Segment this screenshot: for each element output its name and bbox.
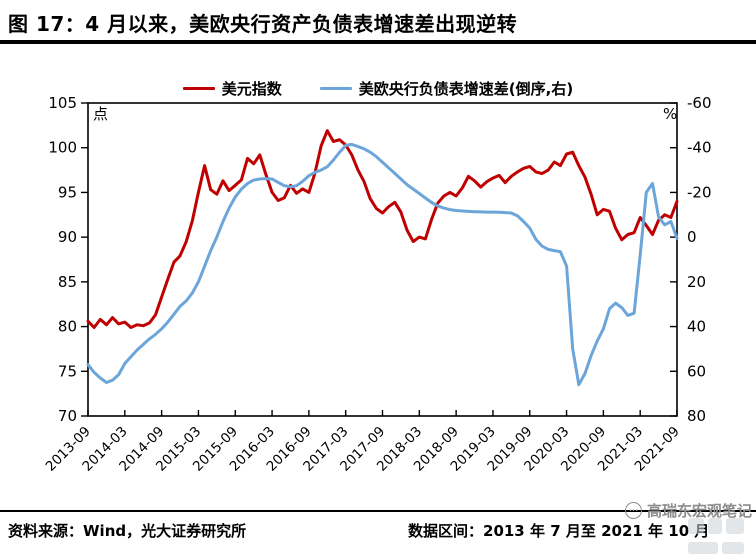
y-left-tick-label: 85 xyxy=(58,273,77,291)
blue-line-swatch-icon xyxy=(319,87,352,90)
watermark-text: 高瑞东宏观笔记 xyxy=(646,502,752,520)
y-right-tick-label: 40 xyxy=(687,318,706,336)
red-line-swatch-icon xyxy=(182,87,215,90)
right-axis-unit-label: % xyxy=(663,105,677,123)
y-left-tick-label: 105 xyxy=(48,94,77,112)
page-title: 图 17：4 月以来，美欧央行资产负债表增速差出现逆转 xyxy=(8,12,518,36)
y-left-tick-label: 90 xyxy=(58,228,77,246)
data-series-lines xyxy=(86,129,679,387)
y-left-tick-label: 70 xyxy=(58,407,77,425)
y-right-tick-label: -20 xyxy=(687,183,712,201)
y-right-tick-label: 20 xyxy=(687,273,706,291)
series-line-balance-sheet-diff xyxy=(86,142,679,387)
dotted-face-logo-icon: ··· xyxy=(624,502,642,519)
legend-label: 美欧央行负债表增速差(倒序,右) xyxy=(358,80,574,98)
y-left-tick-label: 80 xyxy=(58,318,77,336)
chart-legend: 美元指数 美欧央行负债表增速差(倒序,右) xyxy=(0,78,756,99)
y-right-tick-label: 60 xyxy=(687,362,706,380)
y-right-tick-label: -60 xyxy=(687,94,712,112)
data-range-text: 数据区间：2013 年 7 月至 2021 年 10 月 xyxy=(408,522,710,540)
y-left-tick-label: 100 xyxy=(48,139,77,157)
data-source-text: 资料来源：Wind，光大证券研究所 xyxy=(8,522,247,540)
y-right-tick-label: 0 xyxy=(687,228,697,246)
watermark-logo-fragment xyxy=(686,516,756,554)
axis-ticks xyxy=(81,102,678,417)
watermark: ··· 高瑞东宏观笔记 xyxy=(624,500,752,521)
legend-item-balance-sheet-diff: 美欧央行负债表增速差(倒序,右) xyxy=(319,78,574,99)
y-left-tick-label: 75 xyxy=(58,362,77,380)
footer-divider xyxy=(0,510,756,512)
title-underline xyxy=(0,40,756,44)
series-line-usd-index xyxy=(86,129,679,329)
axis-tick-labels: 105100959085807570-60-40-200204060802013… xyxy=(43,94,712,475)
y-right-tick-label: 80 xyxy=(687,407,706,425)
left-axis-unit-label: 点 xyxy=(93,105,108,123)
legend-item-usd-index: 美元指数 xyxy=(182,78,282,99)
y-right-tick-label: -40 xyxy=(687,139,712,157)
y-left-tick-label: 95 xyxy=(58,183,77,201)
legend-label: 美元指数 xyxy=(221,80,282,98)
